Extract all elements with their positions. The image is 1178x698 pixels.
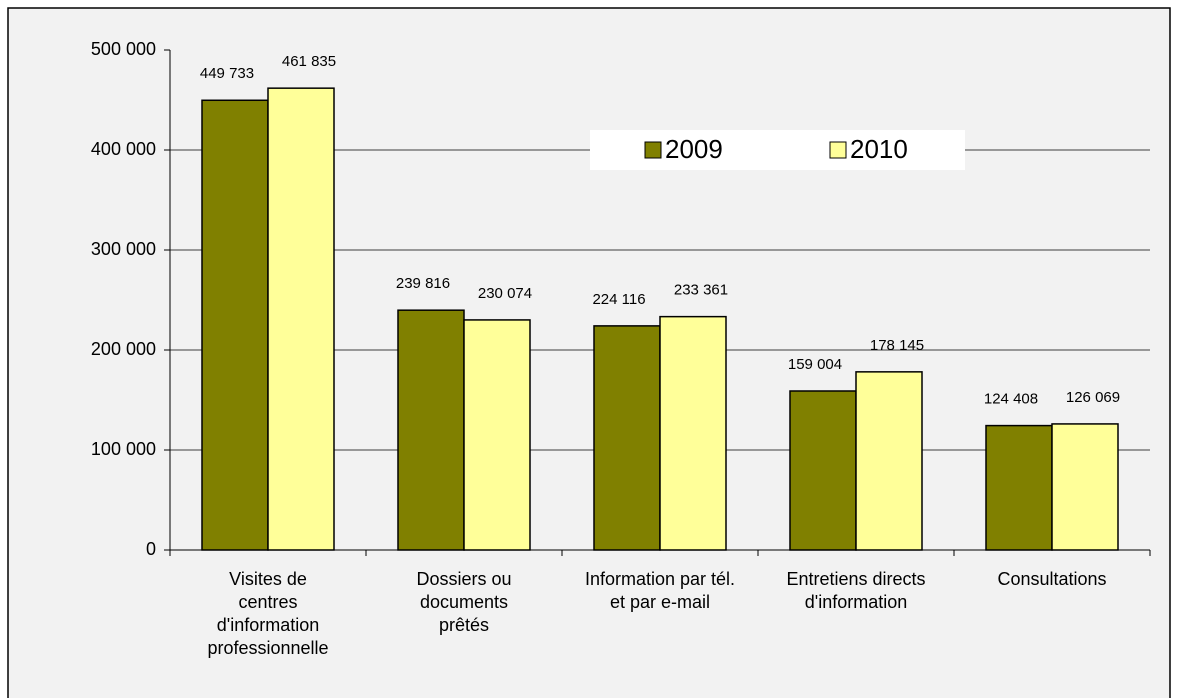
x-tick-label: Information par tél. et par e-mail: [584, 569, 736, 612]
legend-label: 2010: [850, 134, 908, 164]
data-label: 126 069: [1066, 389, 1120, 406]
data-label: 230 074: [478, 285, 532, 302]
bar: [267, 87, 335, 551]
x-tick-label: Visites de centres d'information profess…: [207, 569, 329, 658]
bar: [985, 424, 1053, 551]
y-tick-label: 200 000: [91, 339, 156, 359]
data-label: 159 004: [788, 356, 842, 373]
y-tick-label: 100 000: [91, 439, 156, 459]
x-tick-label: Dossiers ou documents prêtés: [416, 569, 512, 635]
y-tick-label: 500 000: [91, 39, 156, 59]
legend-swatch: [829, 141, 847, 159]
data-label: 124 408: [984, 391, 1038, 408]
y-tick-label: 300 000: [91, 239, 156, 259]
bar: [593, 325, 661, 551]
data-label: 178 145: [870, 337, 924, 354]
data-label: 449 733: [200, 65, 254, 82]
bar: [1051, 423, 1119, 551]
bar: [659, 315, 727, 551]
legend-label: 2009: [665, 134, 723, 164]
data-label: 224 116: [592, 291, 645, 308]
bar: [463, 319, 531, 551]
x-tick-label: Entretiens directs d'information: [786, 569, 926, 612]
bar: [397, 309, 465, 551]
bar: [201, 99, 269, 551]
x-tick-label: Consultations: [997, 569, 1107, 589]
bar: [789, 390, 857, 551]
data-label: 233 361: [674, 282, 728, 299]
data-label: 239 816: [396, 275, 450, 292]
data-label: 461 835: [282, 53, 336, 70]
y-tick-label: 0: [146, 539, 156, 559]
bar: [855, 371, 923, 551]
y-tick-label: 400 000: [91, 139, 156, 159]
legend-swatch: [644, 141, 662, 159]
